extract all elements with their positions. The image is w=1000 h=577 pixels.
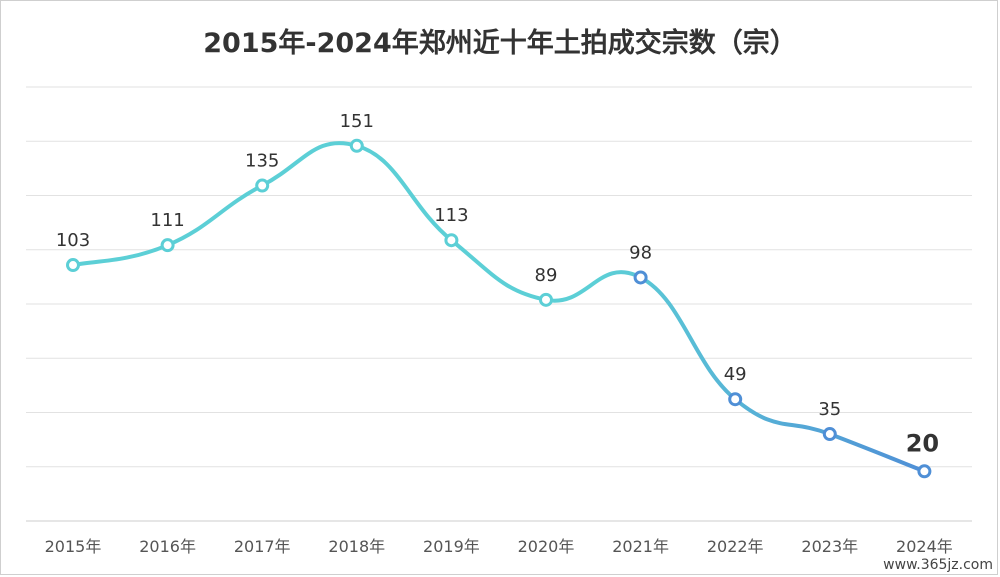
data-label: 98 [629, 242, 652, 263]
data-label: 89 [535, 265, 558, 286]
data-points [66, 138, 932, 479]
grid-lines [26, 86, 972, 522]
x-tick-label: 2020年 [518, 537, 575, 556]
data-point [66, 258, 80, 273]
data-point [822, 427, 837, 442]
x-tick-label: 2022年 [707, 537, 764, 556]
data-label: 135 [245, 151, 279, 172]
data-label: 20 [906, 429, 939, 457]
data-point [349, 138, 364, 153]
data-label: 49 [724, 364, 747, 385]
data-label: 111 [150, 210, 184, 231]
watermark-text: www.365jz.com [883, 557, 993, 573]
data-point [728, 392, 743, 407]
data-label: 151 [340, 111, 374, 132]
chart-title: 2015年-2024年郑州近十年土拍成交宗数（宗） [203, 27, 797, 59]
x-tick-label: 2018年 [328, 537, 385, 556]
data-point [633, 270, 648, 285]
data-labels: 103 111 135 151 113 89 98 49 35 20 [56, 111, 939, 458]
data-label: 35 [818, 399, 841, 420]
data-point [539, 292, 553, 307]
data-point [917, 464, 932, 479]
x-tick-label: 2021年 [612, 537, 669, 556]
series-line [71, 141, 927, 474]
data-label: 103 [56, 230, 90, 251]
x-tick-label: 2017年 [234, 537, 291, 556]
x-tick-label: 2019年 [423, 537, 480, 556]
data-point [255, 178, 270, 193]
x-tick-label: 2015年 [45, 537, 102, 556]
x-tick-label: 2024年 [896, 537, 953, 556]
data-label: 113 [434, 205, 468, 226]
x-tick-label: 2023年 [801, 537, 858, 556]
data-point [444, 233, 459, 248]
data-point [160, 238, 175, 253]
x-tick-label: 2016年 [139, 537, 196, 556]
x-axis-ticks: 2015年 2016年 2017年 2018年 2019年 2020年 2021年 2022年… [45, 537, 953, 556]
